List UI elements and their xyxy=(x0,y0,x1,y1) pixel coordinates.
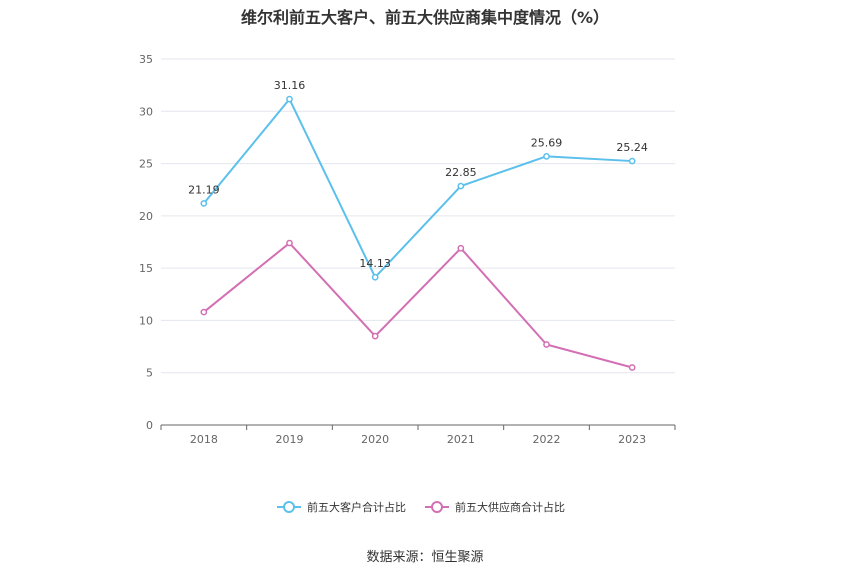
data-point xyxy=(543,341,550,348)
data-label: 21.19 xyxy=(188,183,220,196)
x-tick-label: 2018 xyxy=(190,433,218,446)
y-tick-label: 5 xyxy=(146,367,153,380)
data-label: 14.13 xyxy=(359,257,391,270)
y-tick-label: 20 xyxy=(139,210,153,223)
data-point xyxy=(286,239,293,247)
data-label: 22.85 xyxy=(445,166,477,179)
data-point xyxy=(628,364,636,371)
data-point xyxy=(543,153,550,160)
legend-marker xyxy=(283,501,295,513)
legend-marker xyxy=(431,501,443,513)
y-tick-label: 30 xyxy=(139,105,153,118)
x-tick-label: 2019 xyxy=(276,433,304,446)
x-tick-label: 2022 xyxy=(533,433,561,446)
data-point xyxy=(200,308,208,316)
data-point xyxy=(628,157,636,165)
data-point xyxy=(457,182,465,190)
data-label: 31.16 xyxy=(274,79,306,92)
x-tick-label: 2021 xyxy=(447,433,475,446)
data-point xyxy=(457,244,465,252)
data-point xyxy=(200,200,208,207)
y-tick-label: 0 xyxy=(146,419,153,432)
chart-title: 维尔利前五大客户、前五大供应商集中度情况（%） xyxy=(240,8,610,27)
legend-label: 前五大供应商合计占比 xyxy=(455,500,565,514)
data-point xyxy=(371,273,379,281)
y-tick-label: 25 xyxy=(139,158,153,171)
series-line-2 xyxy=(203,242,633,369)
y-tick-label: 35 xyxy=(139,53,153,66)
y-tick-label: 15 xyxy=(139,262,153,275)
data-point xyxy=(286,95,293,103)
data-source: 数据来源：恒生聚源 xyxy=(366,550,484,565)
legend-label: 前五大客户合计占比 xyxy=(307,500,406,514)
series-line-1 xyxy=(203,98,633,279)
x-tick-label: 2020 xyxy=(361,433,389,446)
y-tick-label: 10 xyxy=(139,314,153,327)
x-tick-label: 2023 xyxy=(618,433,646,446)
data-label: 25.69 xyxy=(531,136,563,149)
data-point xyxy=(371,332,379,340)
data-label: 25.24 xyxy=(616,141,648,154)
